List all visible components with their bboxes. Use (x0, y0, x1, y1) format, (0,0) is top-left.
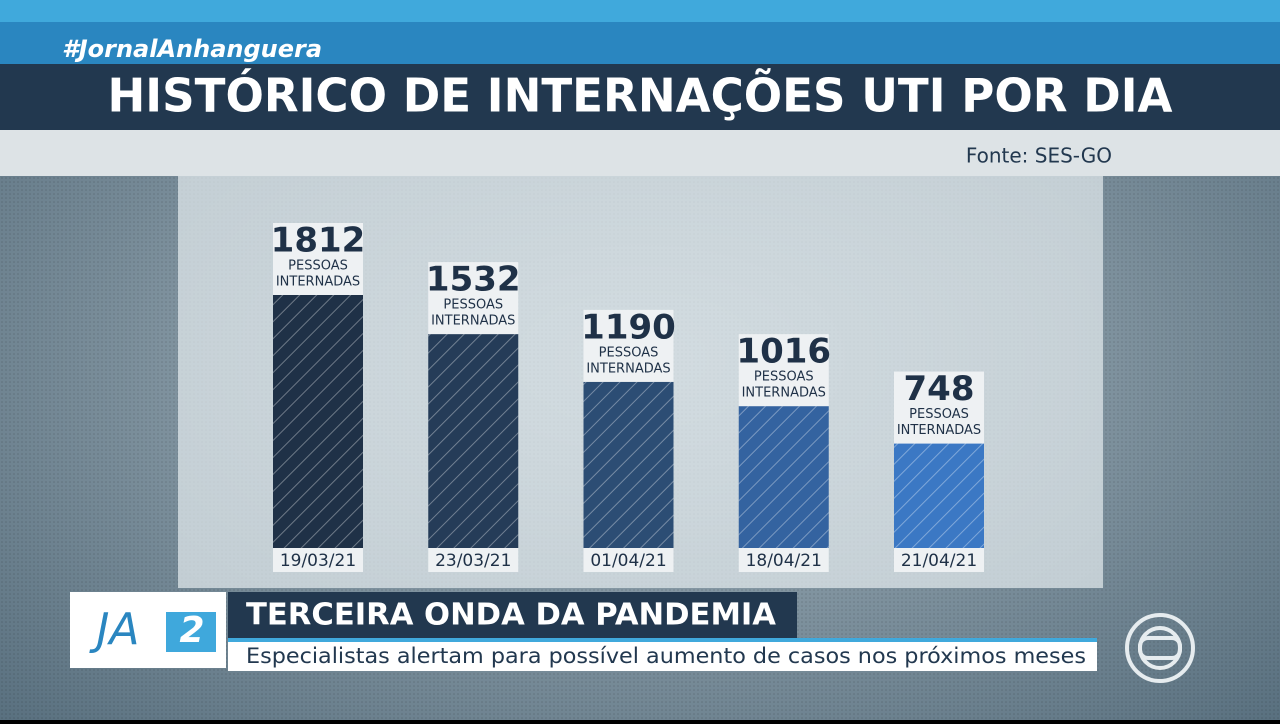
top-strip (0, 0, 1280, 22)
subline: Especialistas alertam para possível aume… (246, 644, 1086, 668)
value-label-box (273, 223, 363, 295)
headline: TERCEIRA ONDA DA PANDEMIA (246, 598, 777, 633)
value-caption: INTERNADAS (431, 314, 515, 329)
value-caption: INTERNADAS (276, 275, 360, 290)
x-tick-label: 01/04/21 (590, 551, 666, 571)
logo-number-box (166, 612, 216, 652)
source-bar (0, 130, 1280, 176)
value-caption: INTERNADAS (742, 386, 826, 401)
value-label-box (894, 371, 984, 444)
headline-box (228, 592, 797, 638)
subline-box (228, 642, 1097, 671)
hashtag: #JornalAnhanguera (62, 35, 322, 63)
bar-hatch (428, 334, 519, 548)
title-bar (0, 64, 1280, 130)
bars: 1812PESSOASINTERNADAS19/03/211532PESSOAS… (271, 221, 984, 572)
value-caption: PESSOAS (443, 298, 503, 313)
source: Fonte: SES-GO (966, 144, 1112, 168)
hashtag-bar (0, 22, 1280, 64)
value-label: 1016 (736, 332, 831, 372)
value-label-box (583, 309, 674, 382)
value-label: 1532 (426, 260, 521, 300)
value-caption: PESSOAS (288, 259, 348, 274)
value-label: 748 (904, 369, 975, 409)
broadcaster-logo (1125, 613, 1195, 683)
logo-text: JA (88, 604, 139, 655)
headline-rule (228, 638, 1097, 642)
bar-hatch (894, 443, 984, 548)
x-tick-label: 21/04/21 (901, 551, 977, 571)
x-tick-label: 23/03/21 (435, 551, 511, 571)
category-box (273, 548, 363, 572)
value-label: 1190 (581, 307, 676, 347)
value-label-box (738, 334, 829, 407)
value-label-box (428, 262, 519, 335)
category-box (738, 548, 829, 572)
logo-number: 2 (179, 610, 204, 651)
chart-title: HISTÓRICO DE INTERNAÇÕES UTI POR DIA (108, 68, 1173, 123)
value-caption: INTERNADAS (586, 361, 670, 376)
bar-hatch (738, 406, 829, 548)
bar-hatch (273, 295, 363, 548)
x-tick-label: 19/03/21 (280, 551, 356, 571)
value-caption: PESSOAS (754, 370, 814, 385)
value-caption: PESSOAS (909, 407, 969, 422)
value-label: 1812 (271, 221, 366, 261)
category-box (894, 548, 984, 572)
value-caption: INTERNADAS (897, 423, 981, 438)
category-box (428, 548, 519, 572)
category-box (583, 548, 674, 572)
bar-hatch (583, 381, 674, 548)
x-tick-label: 18/04/21 (746, 551, 822, 571)
value-caption: PESSOAS (599, 345, 659, 360)
